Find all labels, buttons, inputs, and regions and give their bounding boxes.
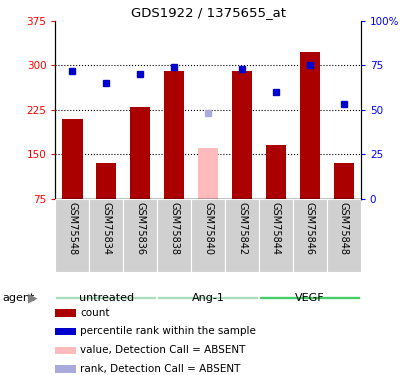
- Text: GSM75840: GSM75840: [202, 202, 213, 255]
- Text: Ang-1: Ang-1: [191, 293, 224, 303]
- Text: GSM75548: GSM75548: [67, 202, 77, 255]
- Bar: [123, 199, 157, 272]
- Text: VEGF: VEGF: [294, 293, 324, 303]
- Text: rank, Detection Call = ABSENT: rank, Detection Call = ABSENT: [80, 364, 240, 374]
- Text: percentile rank within the sample: percentile rank within the sample: [80, 327, 256, 336]
- Title: GDS1922 / 1375655_at: GDS1922 / 1375655_at: [130, 6, 285, 20]
- Bar: [333, 163, 353, 199]
- Text: value, Detection Call = ABSENT: value, Detection Call = ABSENT: [80, 345, 245, 355]
- Bar: [55, 199, 89, 272]
- Bar: [292, 199, 326, 272]
- Bar: [55, 328, 76, 335]
- Bar: [258, 296, 360, 300]
- Bar: [258, 199, 292, 272]
- Text: GSM75842: GSM75842: [236, 202, 246, 255]
- Text: GSM75836: GSM75836: [135, 202, 145, 255]
- Bar: [326, 199, 360, 272]
- Bar: [62, 118, 82, 199]
- Bar: [231, 70, 252, 199]
- Bar: [299, 52, 319, 199]
- Text: untreated: untreated: [79, 293, 133, 303]
- Bar: [55, 309, 76, 316]
- Bar: [164, 70, 184, 199]
- Bar: [55, 365, 76, 373]
- Bar: [89, 199, 123, 272]
- Bar: [157, 199, 191, 272]
- Bar: [191, 199, 225, 272]
- Text: agent: agent: [2, 293, 34, 303]
- Text: GSM75838: GSM75838: [169, 202, 179, 255]
- Bar: [130, 107, 150, 199]
- Text: GSM75834: GSM75834: [101, 202, 111, 255]
- Bar: [265, 146, 285, 199]
- Bar: [198, 148, 218, 199]
- Bar: [55, 346, 76, 354]
- Text: GSM75844: GSM75844: [270, 202, 280, 255]
- Bar: [55, 296, 157, 300]
- Text: ▶: ▶: [27, 292, 37, 304]
- Text: GSM75848: GSM75848: [338, 202, 348, 255]
- Bar: [157, 296, 258, 300]
- Bar: [225, 199, 258, 272]
- Text: GSM75846: GSM75846: [304, 202, 314, 255]
- Bar: [96, 163, 116, 199]
- Text: count: count: [80, 308, 110, 318]
